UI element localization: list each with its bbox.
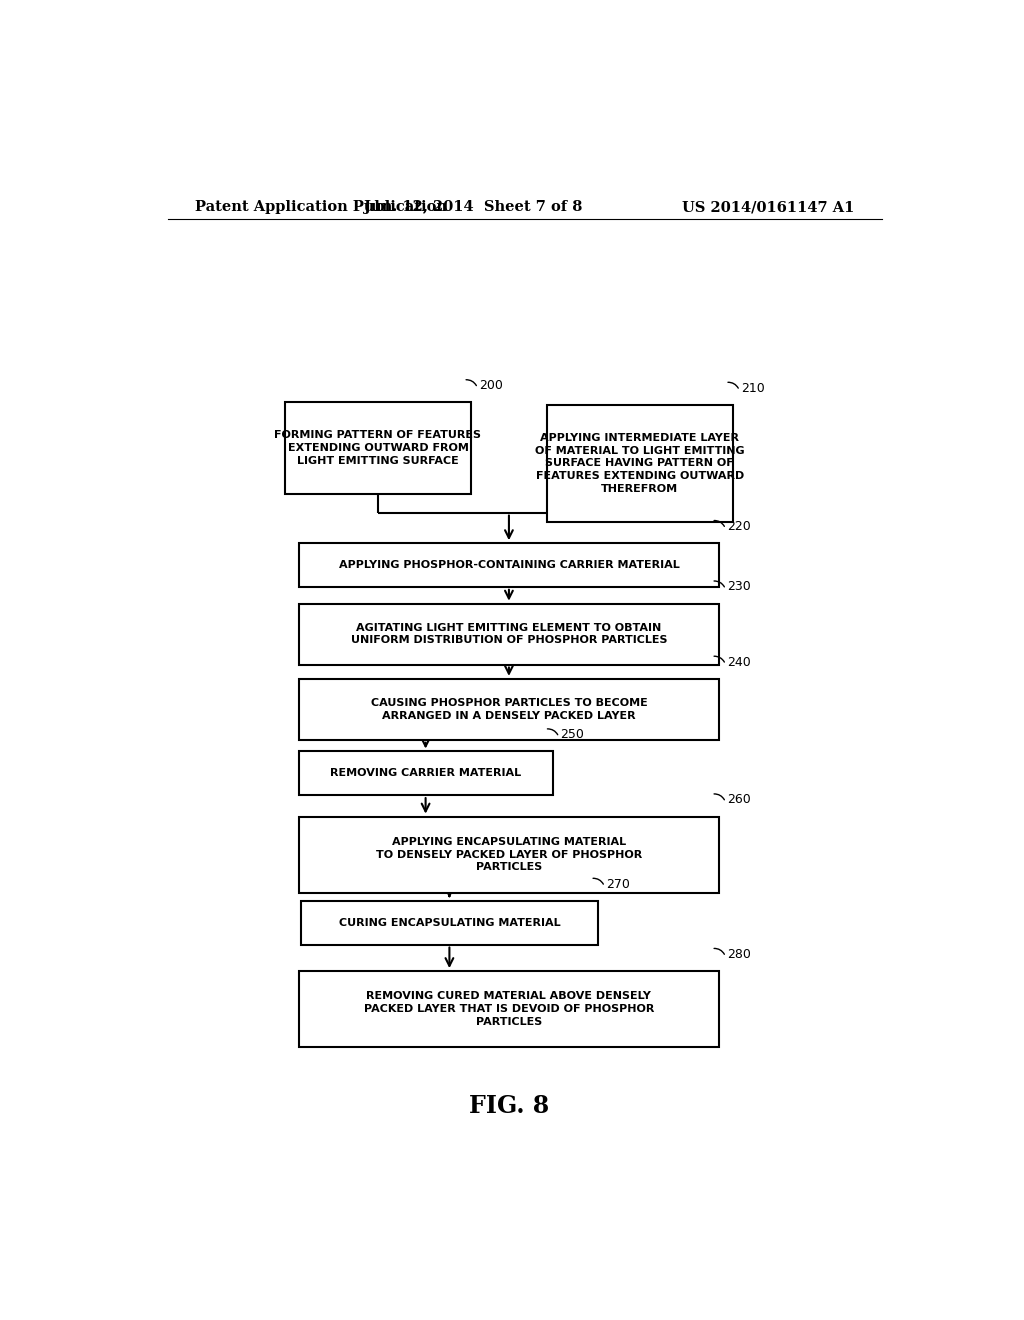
Text: CURING ENCAPSULATING MATERIAL: CURING ENCAPSULATING MATERIAL	[339, 917, 560, 928]
Text: CAUSING PHOSPHOR PARTICLES TO BECOME
ARRANGED IN A DENSELY PACKED LAYER: CAUSING PHOSPHOR PARTICLES TO BECOME ARR…	[371, 698, 647, 721]
Text: 240: 240	[727, 656, 751, 669]
Text: Patent Application Publication: Patent Application Publication	[196, 201, 447, 214]
Text: FORMING PATTERN OF FEATURES
EXTENDING OUTWARD FROM
LIGHT EMITTING SURFACE: FORMING PATTERN OF FEATURES EXTENDING OU…	[274, 430, 481, 466]
FancyBboxPatch shape	[299, 751, 553, 795]
Text: REMOVING CURED MATERIAL ABOVE DENSELY
PACKED LAYER THAT IS DEVOID OF PHOSPHOR
PA: REMOVING CURED MATERIAL ABOVE DENSELY PA…	[364, 991, 654, 1027]
Text: 260: 260	[727, 793, 751, 807]
Text: 220: 220	[727, 520, 751, 533]
FancyBboxPatch shape	[301, 900, 598, 945]
Text: 210: 210	[741, 381, 765, 395]
Text: REMOVING CARRIER MATERIAL: REMOVING CARRIER MATERIAL	[330, 768, 521, 779]
FancyBboxPatch shape	[285, 403, 471, 494]
Text: 230: 230	[727, 581, 751, 594]
Text: 200: 200	[479, 379, 503, 392]
FancyBboxPatch shape	[299, 543, 719, 587]
FancyBboxPatch shape	[299, 603, 719, 664]
FancyBboxPatch shape	[299, 817, 719, 892]
Text: Jun. 12, 2014  Sheet 7 of 8: Jun. 12, 2014 Sheet 7 of 8	[364, 201, 583, 214]
Text: APPLYING INTERMEDIATE LAYER
OF MATERIAL TO LIGHT EMITTING
SURFACE HAVING PATTERN: APPLYING INTERMEDIATE LAYER OF MATERIAL …	[536, 433, 744, 494]
Text: APPLYING PHOSPHOR-CONTAINING CARRIER MATERIAL: APPLYING PHOSPHOR-CONTAINING CARRIER MAT…	[339, 560, 679, 570]
Text: 250: 250	[560, 729, 585, 742]
Text: 270: 270	[606, 878, 630, 891]
FancyBboxPatch shape	[547, 405, 733, 521]
FancyBboxPatch shape	[299, 678, 719, 739]
Text: AGITATING LIGHT EMITTING ELEMENT TO OBTAIN
UNIFORM DISTRIBUTION OF PHOSPHOR PART: AGITATING LIGHT EMITTING ELEMENT TO OBTA…	[350, 623, 668, 645]
Text: APPLYING ENCAPSULATING MATERIAL
TO DENSELY PACKED LAYER OF PHOSPHOR
PARTICLES: APPLYING ENCAPSULATING MATERIAL TO DENSE…	[376, 837, 642, 873]
Text: 280: 280	[727, 948, 751, 961]
Text: US 2014/0161147 A1: US 2014/0161147 A1	[682, 201, 854, 214]
Text: FIG. 8: FIG. 8	[469, 1094, 549, 1118]
FancyBboxPatch shape	[299, 972, 719, 1047]
